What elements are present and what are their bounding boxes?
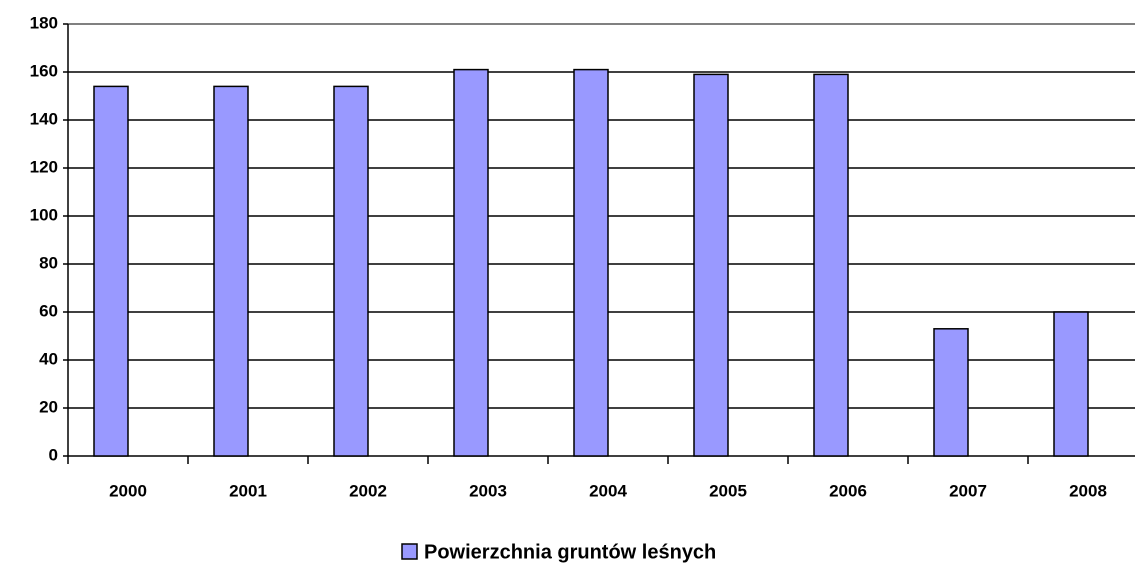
x-tick-label: 2005 (709, 481, 747, 500)
bar (93, 85, 129, 457)
bar (693, 73, 729, 457)
y-tick-label: 80 (39, 253, 58, 272)
x-tick-label: 2003 (469, 481, 507, 500)
x-tick-label: 2001 (229, 481, 267, 500)
bar (1053, 311, 1089, 457)
y-tick-label: 0 (49, 445, 58, 464)
bar (933, 328, 969, 457)
bar (213, 85, 249, 457)
bar (333, 85, 369, 457)
y-tick-label: 120 (30, 157, 58, 176)
x-tick-label: 2006 (829, 481, 867, 500)
legend-swatch (401, 543, 418, 560)
bar (813, 73, 849, 457)
y-tick-label: 160 (30, 61, 58, 80)
y-tick-label: 180 (30, 13, 58, 32)
y-tick-label: 40 (39, 349, 58, 368)
x-tick-label: 2007 (949, 481, 987, 500)
y-tick-label: 20 (39, 397, 58, 416)
y-tick-label: 140 (30, 109, 58, 128)
x-tick-label: 2002 (349, 481, 387, 500)
y-tick-label: 60 (39, 301, 58, 320)
bar (453, 68, 489, 457)
x-tick-label: 2004 (589, 481, 627, 500)
bar (573, 68, 609, 457)
y-tick-label: 100 (30, 205, 58, 224)
legend-label: Powierzchnia gruntów leśnych (424, 541, 716, 563)
x-tick-label: 2000 (109, 481, 147, 500)
x-tick-label: 2008 (1069, 481, 1107, 500)
